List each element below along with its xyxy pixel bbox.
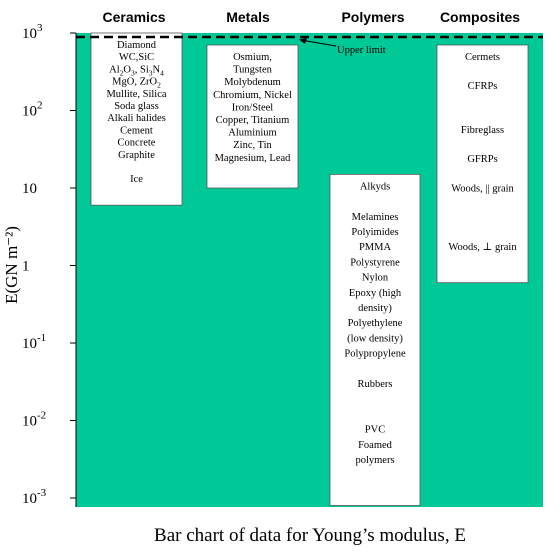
material-label: Iron/Steel bbox=[232, 102, 273, 113]
material-label: polymers bbox=[355, 455, 394, 466]
bar-range-polymers bbox=[329, 173, 421, 506]
material-label: Polystyrene bbox=[350, 257, 400, 268]
bar-range-metals bbox=[206, 44, 299, 189]
material-label: Woods, ⊥ grain bbox=[448, 242, 517, 253]
material-label: Al2O3, Si3N4 bbox=[109, 64, 164, 77]
y-axis-label: E(GN m⁻²) bbox=[2, 226, 21, 304]
material-label: Mullite, Silica bbox=[106, 89, 166, 100]
material-label: Zinc, Tin bbox=[233, 140, 272, 151]
material-label: Magnesium, Lead bbox=[215, 153, 292, 164]
material-label: Osmium, bbox=[233, 52, 272, 63]
material-label: (low density) bbox=[347, 333, 403, 344]
y-tick-label: 10-3 bbox=[22, 487, 47, 507]
y-tick-label: 103 bbox=[22, 22, 43, 42]
material-label: MgO, ZrO2 bbox=[112, 77, 161, 90]
material-label: Soda glass bbox=[114, 101, 159, 112]
category-header-metals: Metals bbox=[226, 9, 270, 25]
material-label: Cermets bbox=[465, 52, 500, 63]
material-label: Molybdenum bbox=[224, 77, 281, 88]
category-header-polymers: Polymers bbox=[341, 9, 404, 25]
bar-range-ceramics bbox=[90, 32, 183, 206]
category-headers: Ceramics Metals Polymers Composites bbox=[102, 9, 520, 25]
bar-polymers: Alkyds Melamines Polyimides PMMA Polystyrene… bbox=[329, 173, 421, 506]
bar-range-composites bbox=[436, 44, 529, 284]
y-tick-label: 10 bbox=[22, 181, 37, 197]
y-tick-label: 1 bbox=[22, 259, 30, 275]
material-label: PMMA bbox=[359, 242, 392, 253]
material-label: GFRPs bbox=[467, 154, 497, 165]
material-label: Chromium, Nickel bbox=[213, 90, 292, 101]
material-label: Cement bbox=[120, 125, 153, 136]
material-label: Melamines bbox=[352, 212, 399, 223]
material-label: Woods, || grain bbox=[451, 183, 514, 194]
material-label: CFRPs bbox=[468, 81, 498, 92]
y-tick-label: 10-2 bbox=[22, 410, 46, 430]
material-label: Foamed bbox=[358, 440, 393, 451]
material-label: Alkyds bbox=[360, 181, 390, 192]
material-label: Copper, Titanium bbox=[216, 115, 290, 126]
material-label: Polyethylene bbox=[348, 318, 403, 329]
chart-title: Bar chart of data for Young’s modulus, E bbox=[154, 525, 466, 546]
upper-limit-label: Upper limit bbox=[337, 45, 386, 56]
material-label: Alkali halides bbox=[107, 113, 166, 124]
material-label: Tungsten bbox=[233, 65, 272, 76]
category-header-ceramics: Ceramics bbox=[102, 9, 165, 25]
bar-composites: Cermets CFRPs Fibreglass GFRPs Woods, || gra… bbox=[436, 44, 529, 284]
material-label: density) bbox=[358, 303, 392, 314]
material-label: PVC bbox=[365, 425, 385, 436]
material-label: Polyimides bbox=[351, 227, 398, 238]
material-label: Aluminium bbox=[228, 128, 276, 139]
material-label: Diamond bbox=[117, 40, 157, 51]
material-label: Nylon bbox=[362, 273, 389, 284]
material-label: Graphite bbox=[118, 150, 155, 161]
category-header-composites: Composites bbox=[440, 9, 520, 25]
y-tick-label: 10-1 bbox=[22, 332, 46, 352]
material-label: Fibreglass bbox=[461, 125, 504, 136]
material-label: Ice bbox=[130, 174, 143, 185]
upper-limit-pointer bbox=[300, 39, 337, 47]
material-label: Concrete bbox=[118, 138, 156, 149]
upper-limit-layer: Upper limit bbox=[76, 35, 543, 56]
material-label: WC,SiC bbox=[119, 52, 154, 63]
material-label: Epoxy (high bbox=[349, 288, 402, 299]
y-tick-label: 102 bbox=[22, 100, 43, 120]
material-label: Polypropylene bbox=[344, 349, 406, 360]
upper-limit-arrowhead bbox=[299, 38, 307, 44]
material-label: Rubbers bbox=[358, 379, 393, 390]
